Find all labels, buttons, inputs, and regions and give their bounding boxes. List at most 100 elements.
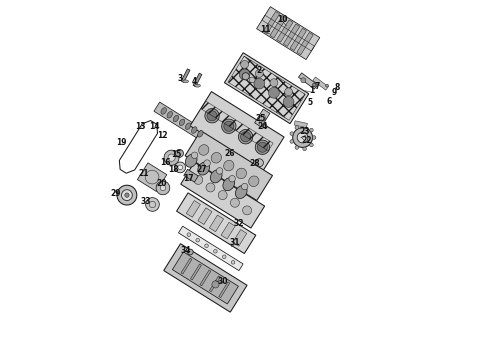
- Text: 19: 19: [117, 138, 127, 147]
- Ellipse shape: [218, 190, 227, 200]
- Text: 1: 1: [309, 86, 314, 95]
- Text: 23: 23: [299, 127, 310, 136]
- Ellipse shape: [285, 88, 293, 96]
- Ellipse shape: [175, 162, 186, 173]
- Text: 17: 17: [183, 174, 194, 183]
- Ellipse shape: [241, 132, 251, 142]
- Bar: [219, 282, 230, 298]
- Bar: [193, 73, 202, 87]
- Bar: [313, 77, 328, 90]
- Text: 28: 28: [250, 159, 260, 168]
- Ellipse shape: [156, 181, 170, 195]
- Bar: [277, 20, 293, 42]
- Ellipse shape: [257, 142, 268, 152]
- Ellipse shape: [168, 154, 175, 161]
- Ellipse shape: [293, 127, 313, 148]
- Ellipse shape: [185, 123, 191, 130]
- Bar: [257, 7, 320, 59]
- Bar: [224, 53, 309, 124]
- Ellipse shape: [205, 244, 208, 248]
- Bar: [255, 109, 270, 127]
- Ellipse shape: [192, 127, 197, 133]
- Bar: [209, 215, 223, 232]
- Text: 26: 26: [224, 149, 235, 158]
- Text: 30: 30: [218, 277, 228, 286]
- Ellipse shape: [205, 109, 219, 123]
- Bar: [233, 230, 247, 246]
- Ellipse shape: [283, 96, 294, 107]
- Ellipse shape: [241, 60, 248, 68]
- Bar: [297, 32, 313, 55]
- Bar: [181, 162, 265, 228]
- Ellipse shape: [125, 193, 129, 197]
- Ellipse shape: [194, 175, 203, 184]
- Text: 4: 4: [192, 77, 197, 86]
- Ellipse shape: [290, 132, 294, 135]
- Bar: [283, 24, 300, 46]
- Bar: [209, 276, 220, 292]
- Ellipse shape: [243, 206, 251, 215]
- Text: 34: 34: [180, 246, 191, 255]
- Bar: [186, 201, 200, 217]
- Text: 32: 32: [233, 219, 244, 228]
- Text: 22: 22: [301, 136, 312, 145]
- Bar: [228, 56, 305, 120]
- Text: 33: 33: [140, 197, 150, 206]
- Text: 12: 12: [157, 131, 168, 140]
- Text: 8: 8: [334, 83, 340, 92]
- Ellipse shape: [183, 80, 189, 83]
- Ellipse shape: [117, 185, 137, 205]
- Ellipse shape: [242, 73, 249, 80]
- Ellipse shape: [146, 198, 159, 211]
- Text: 20: 20: [156, 179, 167, 188]
- Ellipse shape: [122, 190, 132, 201]
- Bar: [164, 244, 247, 312]
- Ellipse shape: [161, 108, 167, 114]
- Ellipse shape: [212, 281, 219, 288]
- Ellipse shape: [303, 124, 306, 128]
- Ellipse shape: [229, 175, 235, 182]
- Ellipse shape: [187, 249, 193, 255]
- Ellipse shape: [221, 119, 236, 134]
- Text: 3: 3: [177, 74, 183, 83]
- Ellipse shape: [242, 183, 248, 190]
- Ellipse shape: [230, 198, 240, 207]
- Bar: [294, 121, 307, 128]
- Ellipse shape: [187, 233, 191, 237]
- Ellipse shape: [249, 77, 255, 83]
- Bar: [198, 208, 212, 225]
- Text: 10: 10: [277, 15, 288, 24]
- Ellipse shape: [255, 140, 270, 154]
- Ellipse shape: [207, 111, 217, 121]
- Text: 15: 15: [172, 150, 182, 159]
- Text: 24: 24: [257, 122, 268, 131]
- Bar: [270, 16, 286, 38]
- Ellipse shape: [295, 126, 298, 129]
- Bar: [181, 258, 192, 274]
- Ellipse shape: [217, 168, 223, 174]
- Ellipse shape: [231, 261, 235, 264]
- Ellipse shape: [179, 119, 185, 126]
- Bar: [290, 28, 306, 50]
- Ellipse shape: [173, 115, 179, 122]
- Ellipse shape: [198, 162, 210, 175]
- Text: 18: 18: [169, 166, 179, 175]
- Text: 14: 14: [149, 122, 160, 131]
- Bar: [262, 15, 315, 51]
- Text: 27: 27: [196, 165, 207, 174]
- Ellipse shape: [239, 69, 250, 80]
- Ellipse shape: [192, 152, 198, 158]
- Ellipse shape: [303, 147, 306, 151]
- Ellipse shape: [235, 185, 247, 198]
- Bar: [221, 222, 235, 239]
- Text: 9: 9: [332, 88, 337, 97]
- Ellipse shape: [195, 84, 200, 87]
- Ellipse shape: [290, 140, 294, 143]
- Text: 13: 13: [135, 122, 146, 131]
- Ellipse shape: [254, 78, 265, 89]
- Text: 6: 6: [327, 97, 332, 106]
- Ellipse shape: [164, 150, 179, 165]
- Bar: [263, 12, 280, 34]
- Bar: [178, 226, 243, 271]
- Bar: [176, 193, 256, 253]
